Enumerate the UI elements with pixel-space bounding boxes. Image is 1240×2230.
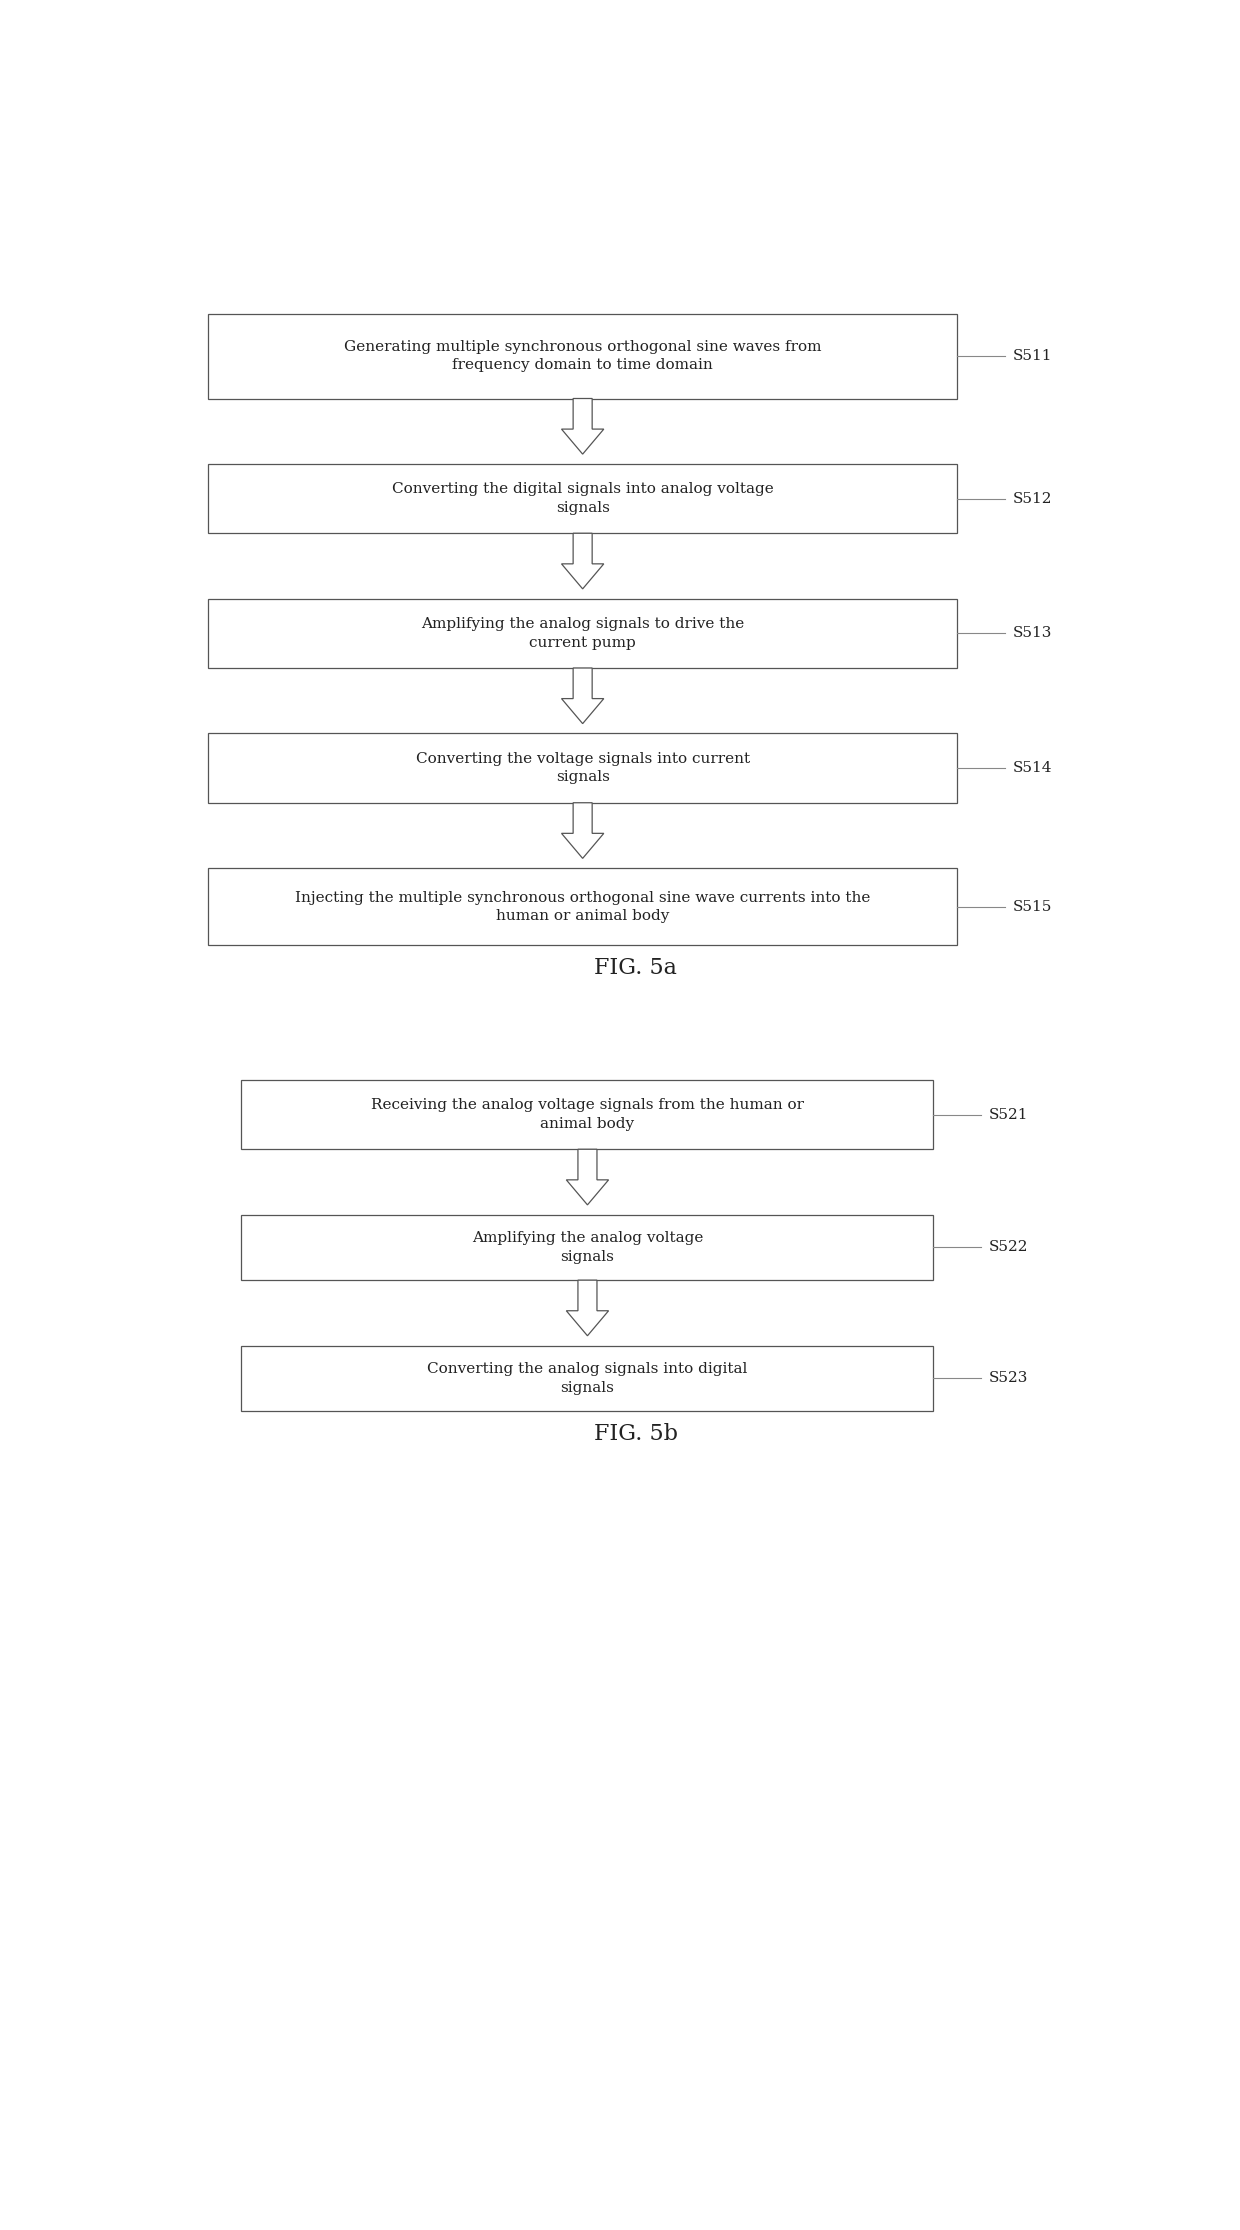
Text: S513: S513 — [1013, 627, 1053, 640]
FancyBboxPatch shape — [208, 598, 957, 669]
FancyBboxPatch shape — [208, 314, 957, 399]
Text: Receiving the analog voltage signals from the human or
animal body: Receiving the analog voltage signals fro… — [371, 1099, 804, 1131]
Text: S521: S521 — [990, 1108, 1029, 1122]
Text: FIG. 5b: FIG. 5b — [594, 1423, 677, 1445]
FancyBboxPatch shape — [208, 734, 957, 803]
Text: FIG. 5a: FIG. 5a — [594, 957, 677, 979]
Text: S511: S511 — [1013, 350, 1053, 363]
Text: S512: S512 — [1013, 491, 1053, 506]
Polygon shape — [567, 1280, 609, 1336]
Polygon shape — [562, 803, 604, 859]
Polygon shape — [567, 1148, 609, 1204]
Text: S522: S522 — [990, 1240, 1029, 1255]
FancyBboxPatch shape — [208, 464, 957, 533]
Polygon shape — [562, 669, 604, 723]
Text: S523: S523 — [990, 1371, 1028, 1385]
Text: Converting the voltage signals into current
signals: Converting the voltage signals into curr… — [415, 752, 750, 785]
FancyBboxPatch shape — [242, 1079, 934, 1148]
Text: Amplifying the analog signals to drive the
current pump: Amplifying the analog signals to drive t… — [422, 618, 744, 649]
Text: S514: S514 — [1013, 760, 1053, 776]
Text: Converting the digital signals into analog voltage
signals: Converting the digital signals into anal… — [392, 482, 774, 515]
Polygon shape — [562, 399, 604, 455]
Text: Generating multiple synchronous orthogonal sine waves from
frequency domain to t: Generating multiple synchronous orthogon… — [343, 339, 821, 372]
FancyBboxPatch shape — [242, 1215, 934, 1280]
FancyBboxPatch shape — [208, 867, 957, 946]
Text: Amplifying the analog voltage
signals: Amplifying the analog voltage signals — [471, 1231, 703, 1264]
Polygon shape — [562, 533, 604, 589]
Text: Converting the analog signals into digital
signals: Converting the analog signals into digit… — [428, 1363, 748, 1394]
Text: Injecting the multiple synchronous orthogonal sine wave currents into the
human : Injecting the multiple synchronous ortho… — [295, 890, 870, 923]
Text: S515: S515 — [1013, 899, 1053, 914]
FancyBboxPatch shape — [242, 1345, 934, 1412]
